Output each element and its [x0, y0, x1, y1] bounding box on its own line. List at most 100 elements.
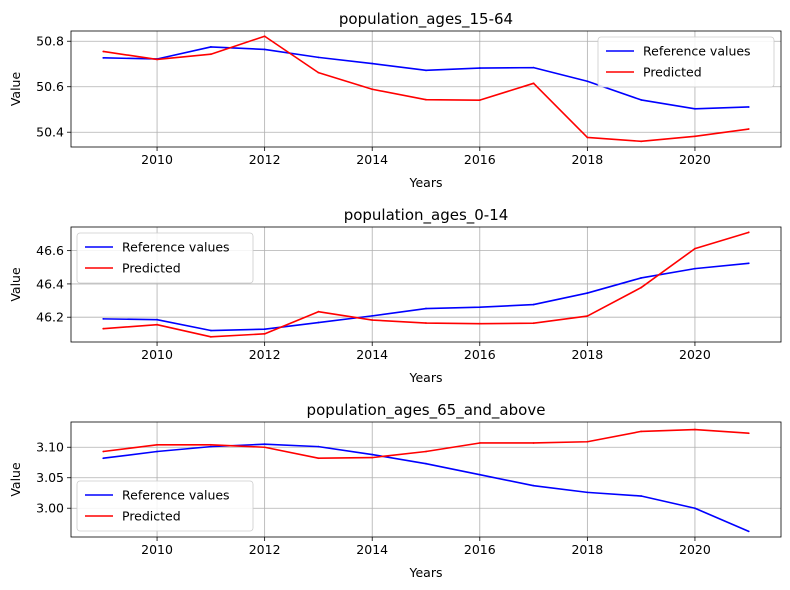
y-axis-label: Value [8, 462, 23, 497]
x-tick-label: 2014 [356, 152, 388, 167]
data-point [371, 62, 374, 65]
x-tick-label: 2014 [356, 347, 388, 362]
chart-panel-1: 2010 2012 2014 2016 2018 2020 50.4 50.6 50.8 popu… [8, 10, 782, 190]
data-point [263, 48, 266, 51]
data-point [263, 328, 266, 331]
chart-title: population_ages_65_and_above [307, 401, 546, 420]
y-tick-label: 46.4 [36, 276, 64, 291]
data-point [640, 286, 643, 289]
legend-box [76, 232, 254, 284]
data-point [371, 456, 374, 459]
axes-frame [70, 226, 782, 343]
data-point [371, 88, 374, 91]
data-point [425, 307, 427, 310]
data-point [586, 315, 589, 317]
y-tick-label: 50.4 [36, 125, 64, 140]
data-point [102, 317, 105, 320]
data-point [747, 106, 750, 108]
data-point [694, 247, 696, 250]
data-point [478, 442, 481, 444]
data-point [532, 484, 535, 487]
chart-panel-3: 2010 2012 2014 2016 2018 2020 3.00 3.05 3.10 popu… [8, 401, 782, 580]
legend-label: Reference values [122, 488, 230, 503]
data-point [209, 445, 212, 448]
data-point [586, 136, 589, 139]
data-point [425, 450, 427, 453]
x-tick-label: 2018 [571, 347, 603, 362]
data-point [425, 98, 427, 101]
data-point [102, 457, 105, 460]
data-point [586, 440, 589, 443]
legend-label: Reference values [122, 240, 230, 255]
data-point [209, 443, 212, 446]
data-point [156, 323, 158, 326]
x-tick-label: 2018 [571, 152, 603, 167]
data-point [371, 453, 374, 456]
data-point [156, 58, 158, 61]
data-point [102, 327, 105, 330]
data-point [478, 306, 481, 309]
y-tick-label: 3.10 [36, 440, 64, 455]
legend-box [76, 480, 254, 532]
data-point [640, 140, 643, 143]
legend-label: Predicted [122, 261, 181, 276]
data-point [747, 262, 750, 265]
data-point [478, 99, 481, 102]
data-point [532, 322, 535, 325]
data-point [209, 46, 212, 48]
data-point [586, 292, 589, 294]
data-point [478, 322, 481, 325]
x-tick-label: 2012 [249, 542, 281, 557]
y-tick-label: 50.6 [36, 79, 64, 94]
y-tick-label: 50.8 [36, 34, 64, 49]
axes-frame [70, 421, 782, 538]
data-point [209, 335, 212, 338]
data-point [425, 322, 427, 324]
axes-frame [70, 30, 782, 148]
x-tick-label: 2020 [679, 152, 711, 167]
y-axis-label: Value [8, 72, 23, 107]
x-tick-label: 2010 [141, 542, 173, 557]
data-point [156, 443, 158, 446]
data-point [640, 277, 643, 279]
data-point [156, 318, 158, 321]
data-point [747, 231, 750, 234]
chart-panel-2: 2010 2012 2014 2016 2018 2020 46.2 46.4 46.6 popu… [8, 206, 782, 385]
data-point [371, 319, 374, 321]
data-point [478, 473, 481, 476]
data-point [263, 332, 266, 335]
data-point [425, 69, 427, 72]
data-point [640, 99, 643, 101]
x-axis-label: Years [409, 370, 443, 385]
x-tick-label: 2016 [464, 347, 496, 362]
x-tick-label: 2020 [679, 542, 711, 557]
data-point [371, 314, 374, 317]
data-point [532, 66, 535, 69]
legend-box [597, 36, 775, 88]
data-point [102, 50, 105, 53]
y-axis-label: Value [8, 267, 23, 302]
data-point [263, 443, 266, 446]
data-point [586, 80, 589, 83]
data-point [532, 303, 535, 306]
data-point [694, 107, 696, 110]
data-point [317, 445, 320, 448]
legend-label: Predicted [643, 65, 702, 80]
data-point [425, 462, 427, 465]
data-point [102, 450, 105, 453]
data-point [694, 507, 696, 510]
x-tick-label: 2012 [249, 152, 281, 167]
legend-label: Predicted [122, 509, 181, 524]
data-point [478, 67, 481, 69]
data-point [102, 56, 105, 59]
data-point [317, 457, 320, 460]
series-line-predicted [103, 428, 749, 460]
data-point [532, 442, 535, 444]
x-axis-label: Years [409, 565, 443, 580]
data-point [263, 35, 266, 38]
x-tick-label: 2020 [679, 347, 711, 362]
data-point [694, 428, 696, 431]
x-tick-label: 2016 [464, 152, 496, 167]
data-point [640, 495, 643, 497]
